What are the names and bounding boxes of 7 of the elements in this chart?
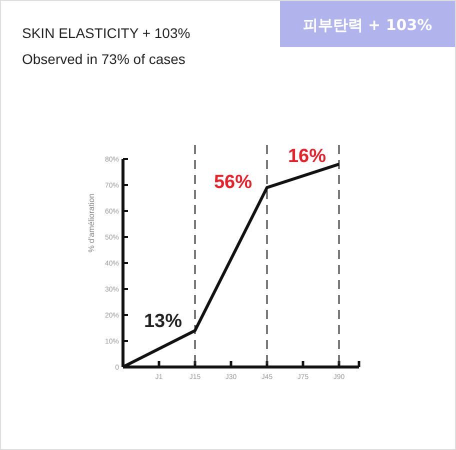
annotation: 13% — [144, 311, 182, 332]
annotation: 56% — [214, 172, 252, 193]
y-axis-title: % d'amélioration — [87, 194, 96, 252]
annotation: 16% — [288, 146, 326, 167]
chart-subtitle: Observed in 73% of cases — [22, 51, 186, 67]
text: 피부탄력 + 103% — [302, 16, 432, 34]
chart-title: SKIN ELASTICITY + 103% — [22, 25, 190, 41]
